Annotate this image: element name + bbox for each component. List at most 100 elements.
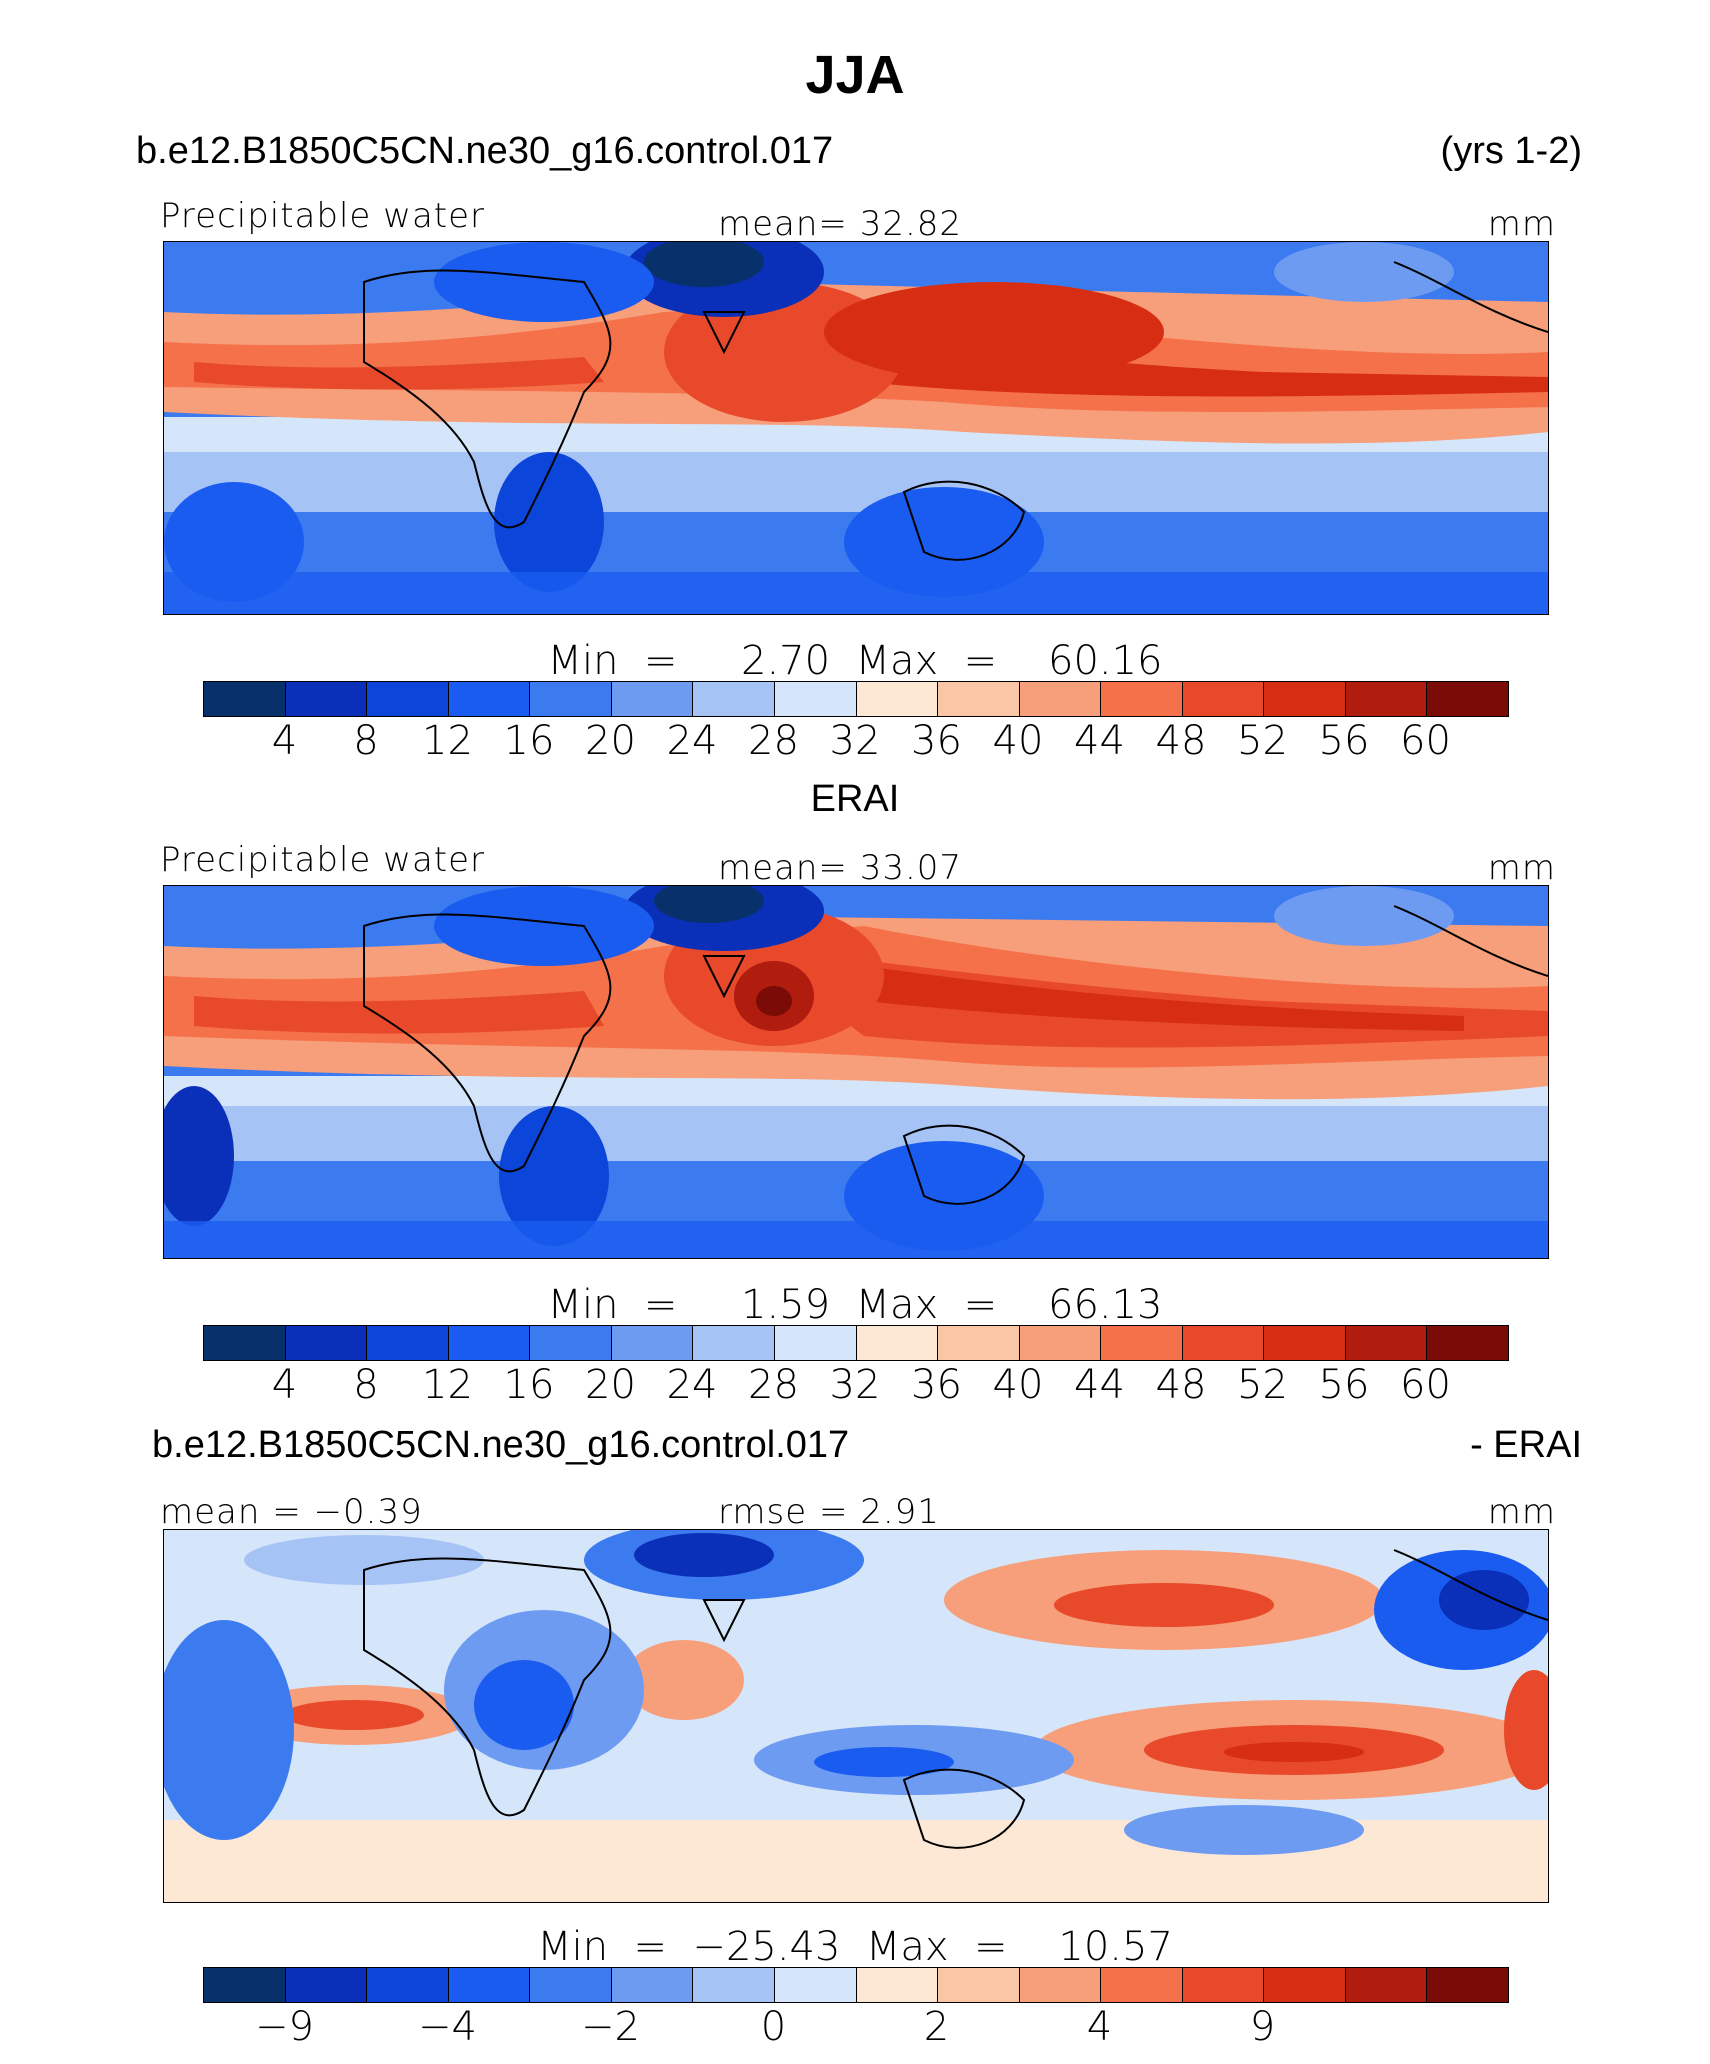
panel1-minmax: Min = 2.70 Max = 60.16 — [547, 638, 1163, 684]
colorbar-swatch — [1182, 1326, 1265, 1360]
colorbar-tick-label: 8 — [353, 718, 379, 764]
colorbar-tick-label: 40 — [992, 718, 1044, 764]
colorbar-swatch — [938, 1326, 1020, 1360]
panel2-mean: mean= 33.07 — [718, 848, 963, 888]
colorbar-tick-label: 44 — [1074, 1362, 1125, 1408]
colorbar-tick-label: 9 — [1249, 2004, 1276, 2050]
colorbar-swatch — [285, 1326, 368, 1360]
panel3-units: mm — [1487, 1492, 1556, 1532]
colorbar-swatch — [1101, 1326, 1183, 1360]
panel1-units: mm — [1487, 204, 1556, 244]
colorbar-swatch — [693, 1968, 775, 2002]
panel3-mean: mean = −0.39 — [160, 1492, 423, 1532]
colorbar-swatch — [1264, 1326, 1346, 1360]
colorbar-swatch — [1345, 1968, 1428, 2002]
colorbar-tick-label: 32 — [829, 718, 881, 764]
panel3-map — [163, 1529, 1549, 1903]
colorbar-swatch — [1345, 682, 1428, 716]
colorbar-swatch — [285, 682, 368, 716]
colorbar-swatch — [774, 1326, 857, 1360]
colorbar-tick-label: 56 — [1318, 1362, 1370, 1408]
colorbar-tick-label: 44 — [1074, 718, 1125, 764]
panel3-minmax: Min = −25.43 Max = 10.57 — [537, 1924, 1173, 1970]
panel1-map — [163, 241, 1549, 615]
colorbar-tick-label: 36 — [911, 1362, 962, 1408]
colorbar-swatch — [611, 1326, 694, 1360]
panel1-years: (yrs 1-2) — [1440, 130, 1582, 172]
colorbar-tick-label: −2 — [581, 2004, 640, 2050]
colorbar-swatch — [367, 1968, 449, 2002]
colorbar-tick-label: 20 — [585, 718, 636, 764]
panel1-colorbar — [203, 681, 1509, 717]
colorbar-swatch — [856, 682, 939, 716]
colorbar-swatch — [448, 1326, 531, 1360]
panel2-units: mm — [1487, 848, 1556, 888]
colorbar-swatch — [367, 682, 449, 716]
panel2-ticks: 4 8 12 16 20 24 28 32 36 40 44 48 52 56 60 — [203, 1362, 1507, 1408]
colorbar-tick-label: 48 — [1155, 1362, 1207, 1408]
panel3-rmse: rmse = 2.91 — [718, 1492, 940, 1532]
colorbar-swatch — [1427, 1326, 1508, 1360]
colorbar-swatch — [448, 682, 531, 716]
colorbar-tick-label: 56 — [1318, 718, 1370, 764]
colorbar-swatch — [1264, 682, 1346, 716]
colorbar-swatch — [774, 682, 857, 716]
colorbar-swatch — [448, 1968, 531, 2002]
colorbar-swatch — [693, 1326, 775, 1360]
colorbar-tick-label: 2 — [923, 2004, 950, 2050]
colorbar-swatch — [1101, 682, 1183, 716]
colorbar-swatch — [204, 682, 286, 716]
colorbar-swatch — [530, 682, 612, 716]
panel2-variable: Precipitable water — [160, 840, 486, 880]
colorbar-tick-label: 36 — [911, 718, 962, 764]
colorbar-swatch — [530, 1968, 612, 2002]
colorbar-tick-label: 4 — [271, 718, 298, 764]
panel2-case-label: ERAI — [810, 778, 900, 820]
colorbar-swatch — [1182, 682, 1265, 716]
colorbar-tick-label: 24 — [666, 718, 718, 764]
colorbar-tick-label: 12 — [422, 718, 473, 764]
colorbar-tick-label: 28 — [748, 1362, 799, 1408]
panel1-case-label: b.e12.B1850C5CN.ne30_g16.control.017 — [136, 130, 834, 172]
colorbar-tick-label: 40 — [992, 1362, 1044, 1408]
colorbar-tick-label: 8 — [353, 1362, 379, 1408]
panel3-case-label: b.e12.B1850C5CN.ne30_g16.control.017 — [152, 1424, 850, 1466]
colorbar-swatch — [1427, 682, 1508, 716]
colorbar-tick-label: 16 — [503, 1362, 555, 1408]
colorbar-tick-label: 32 — [829, 1362, 881, 1408]
panel2-map — [163, 885, 1549, 1259]
panel3-colorbar — [203, 1967, 1509, 2003]
colorbar-tick-label: 52 — [1237, 1362, 1288, 1408]
colorbar-tick-label: 16 — [503, 718, 555, 764]
colorbar-swatch — [1019, 1326, 1102, 1360]
colorbar-swatch — [367, 1326, 449, 1360]
panel1-mean: mean= 32.82 — [718, 204, 963, 244]
colorbar-tick-label: 24 — [666, 1362, 718, 1408]
colorbar-tick-label: 4 — [1086, 2004, 1113, 2050]
colorbar-swatch — [693, 682, 775, 716]
colorbar-swatch — [611, 682, 694, 716]
colorbar-swatch — [856, 1968, 939, 2002]
colorbar-swatch — [285, 1968, 368, 2002]
colorbar-swatch — [1264, 1968, 1346, 2002]
colorbar-swatch — [1101, 1968, 1183, 2002]
colorbar-tick-label: 52 — [1237, 718, 1288, 764]
colorbar-tick-label: 48 — [1155, 718, 1207, 764]
colorbar-swatch — [1019, 1968, 1102, 2002]
colorbar-swatch — [204, 1326, 286, 1360]
panel1-ticks: 4 8 12 16 20 24 28 32 36 40 44 48 52 56 60 — [203, 718, 1507, 764]
panel1-variable: Precipitable water — [160, 196, 486, 236]
figure-title: JJA — [805, 45, 905, 105]
colorbar-swatch — [1427, 1968, 1508, 2002]
colorbar-tick-label: −9 — [255, 2004, 314, 2050]
panel2-colorbar — [203, 1325, 1509, 1361]
colorbar-swatch — [1182, 1968, 1265, 2002]
colorbar-tick-label: 4 — [271, 1362, 298, 1408]
colorbar-tick-label: 0 — [760, 2004, 787, 2050]
colorbar-tick-label: 28 — [748, 718, 799, 764]
panel2-minmax: Min = 1.59 Max = 66.13 — [547, 1282, 1163, 1328]
colorbar-swatch — [938, 1968, 1020, 2002]
colorbar-swatch — [856, 1326, 939, 1360]
colorbar-tick-label: 12 — [422, 1362, 473, 1408]
colorbar-tick-label: 60 — [1400, 718, 1451, 764]
